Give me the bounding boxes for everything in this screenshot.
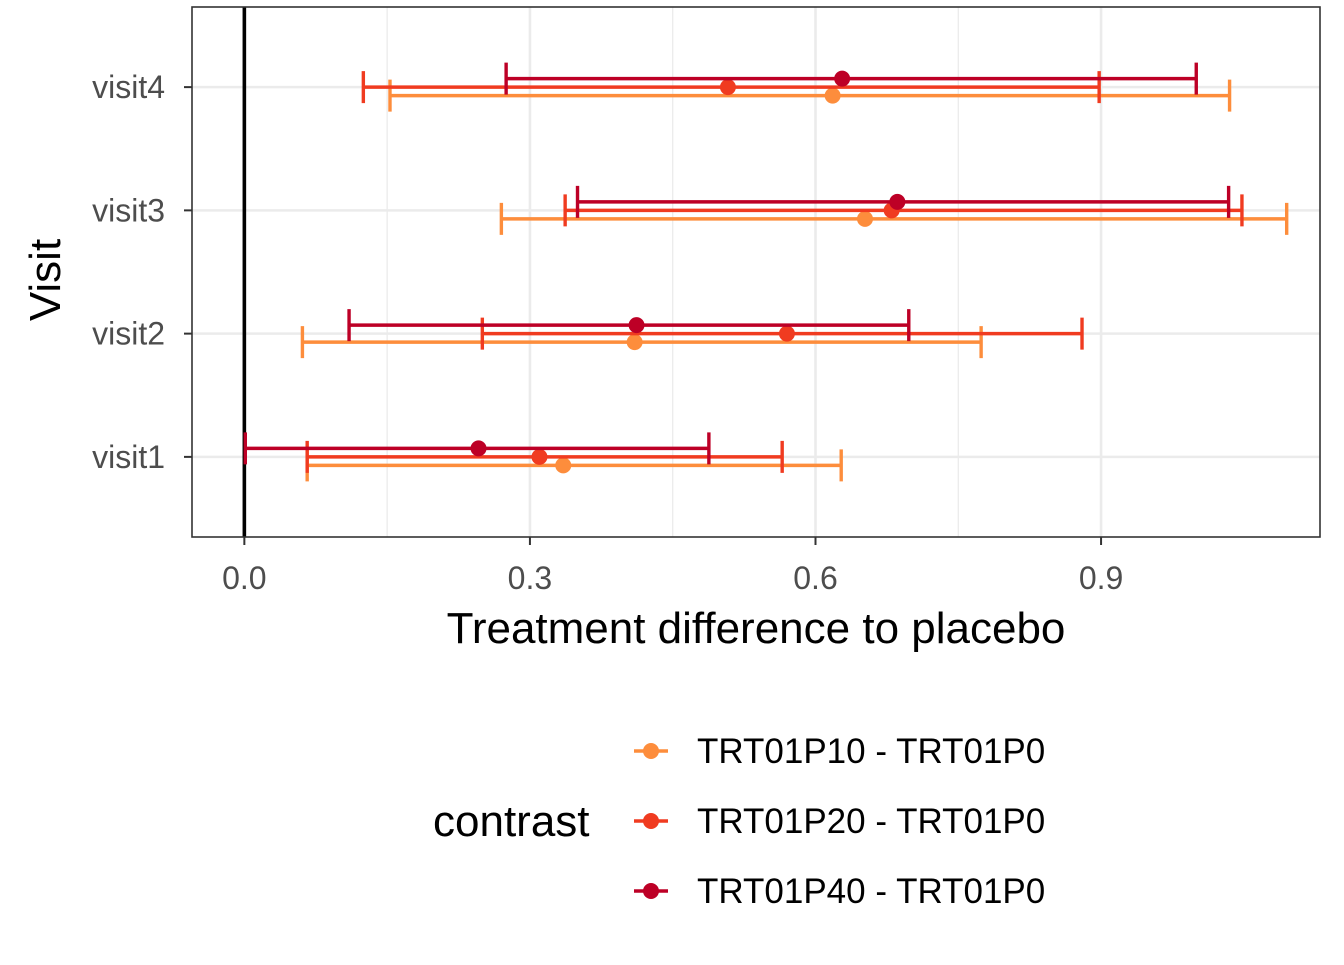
legend-label: TRT01P40 - TRT01P0 [697,872,1045,911]
x-tick-label: 0.0 [222,560,266,596]
legend-label: TRT01P10 - TRT01P0 [697,732,1045,771]
plot-panel-border [191,6,1321,538]
estimate-point [470,440,487,457]
legend-item: TRT01P20 - TRT01P0 [634,802,1045,841]
y-tick-label: visit4 [92,69,165,105]
x-axis-title: Treatment difference to placebo [447,604,1066,653]
series-group [300,79,1289,482]
estimate-point [626,334,643,351]
y-axis-title: Visit [21,239,70,321]
estimate-point [628,317,645,334]
estimate-point [531,448,548,465]
legend-key-point [643,883,659,899]
estimate-point [824,87,841,104]
y-tick-label: visit3 [92,192,165,228]
legend-title: contrast [433,797,590,846]
estimate-point [889,193,906,210]
legend-item: TRT01P10 - TRT01P0 [634,732,1045,771]
estimate-point [719,79,736,96]
axis-layer: 0.0 0.3 0.6 0.9 visit1 visit2 visit3 visit4 [92,69,1123,596]
legend: TRT01P10 - TRT01P0 TRT01P20 - TRT01P0 TRT0… [634,732,1045,911]
legend-label: TRT01P20 - TRT01P0 [697,802,1045,841]
y-tick-label: visit2 [92,316,165,352]
x-tick-label: 0.9 [1079,560,1123,596]
series-group [243,62,1231,465]
x-tick-label: 0.6 [793,560,837,596]
estimate-point [555,457,572,474]
legend-item: TRT01P40 - TRT01P0 [634,872,1045,911]
series-group [305,71,1244,473]
estimate-point [778,325,795,342]
estimate-point [834,70,851,87]
series-layer [243,62,1289,482]
legend-key-point [643,743,659,759]
legend-key-point [643,813,659,829]
estimate-point [856,210,873,227]
y-tick-label: visit1 [92,439,165,475]
x-tick-label: 0.3 [508,560,552,596]
